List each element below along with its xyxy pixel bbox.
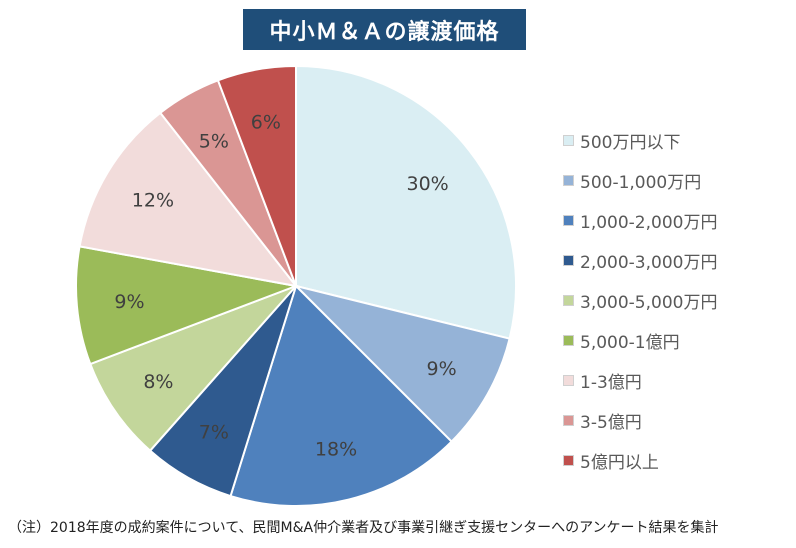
data-label: 9%	[427, 358, 457, 380]
legend-label: 3,000-5,000万円	[580, 292, 718, 313]
legend-item: 5,000-1億円	[563, 320, 717, 360]
pie-slice	[78, 111, 299, 288]
pie-slice	[292, 284, 511, 443]
legend-swatch	[563, 454, 574, 466]
legend-item: 500-1,000万円	[563, 160, 717, 200]
legend-label: 1-3億円	[580, 372, 642, 393]
data-label: 12%	[132, 190, 174, 212]
data-label: 30%	[406, 173, 448, 195]
data-label: 5%	[199, 130, 229, 152]
legend-label: 500万円以下	[580, 132, 681, 153]
legend-item: 1-3億円	[563, 360, 717, 400]
legend-label: 3-5億円	[580, 412, 642, 433]
legend-swatch	[563, 294, 574, 306]
legend-swatch	[563, 414, 574, 426]
legend-label: 5億円以上	[580, 452, 659, 473]
data-label: 8%	[143, 371, 173, 393]
legend-label: 1,000-2,000万円	[580, 212, 718, 233]
data-label: 6%	[251, 112, 281, 134]
pie-slice	[89, 285, 297, 453]
data-label: 18%	[315, 438, 357, 460]
footnote: （注）2018年度の成約案件について、民間M&A仲介業者及び事業引継ぎ支援センタ…	[8, 520, 719, 536]
legend-swatch	[563, 254, 574, 266]
legend-label: 500-1,000万円	[580, 172, 702, 193]
data-label: 7%	[199, 422, 229, 444]
legend-item: 3,000-5,000万円	[563, 280, 717, 320]
pie-slice	[295, 64, 517, 340]
legend-item: 1,000-2,000万円	[563, 200, 717, 240]
legend-swatch	[563, 334, 574, 346]
pie-slice	[229, 284, 453, 507]
pie-slice	[216, 64, 297, 287]
legend-label: 5,000-1億円	[580, 332, 680, 353]
legend-item: 500万円以下	[563, 120, 717, 160]
legend-swatch	[563, 174, 574, 186]
pie-slice	[75, 245, 300, 366]
legend-item: 2,000-3,000万円	[563, 240, 717, 280]
legend-item: 5億円以上	[563, 440, 717, 480]
legend-label: 2,000-3,000万円	[580, 252, 718, 273]
legend-swatch	[563, 214, 574, 226]
legend: 500万円以下 500-1,000万円 1,000-2,000万円 2,000-3,0…	[563, 120, 717, 480]
chart-title: 中小Ｍ＆Ａの譲渡価格	[243, 9, 526, 50]
legend-item: 3-5億円	[563, 400, 717, 440]
legend-swatch	[563, 134, 574, 146]
data-label: 9%	[114, 291, 144, 313]
legend-swatch	[563, 374, 574, 386]
